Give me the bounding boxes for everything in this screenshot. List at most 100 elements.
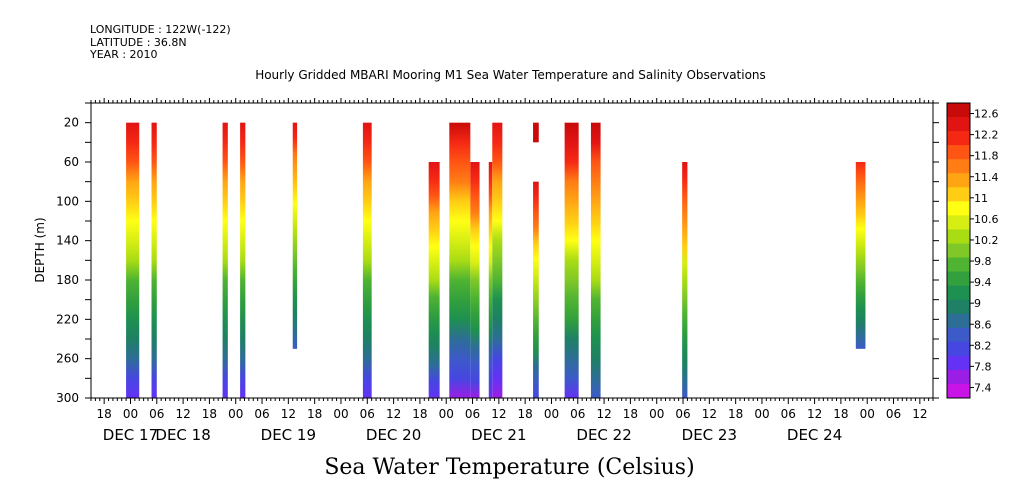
colorbar-swatch	[947, 355, 970, 371]
x-tick-label: 12	[175, 407, 190, 421]
y-tick-label: 260	[56, 352, 79, 366]
axes: 18 00 06 12 18 00 06 12 18 00 06 12 18 00 06 12 18 00 06 12…	[56, 98, 939, 444]
y-tick-label: 60	[64, 155, 79, 169]
temperature-bar	[151, 122, 157, 399]
year-label: YEAR : 2010	[90, 48, 158, 61]
colorbar-swatch	[947, 201, 970, 216]
colorbar-label: 11.4	[974, 171, 999, 184]
x-tick-label: 00	[439, 407, 454, 421]
x-tick-label: 00	[123, 407, 138, 421]
colorbar-label: 11.8	[974, 150, 999, 163]
temperature-bar	[362, 122, 372, 399]
temperature-bar	[222, 122, 228, 399]
y-tick-label: 220	[56, 312, 79, 326]
x-tick-label: 18	[412, 407, 427, 421]
colorbar-swatch	[947, 145, 970, 160]
temperature-bar	[126, 122, 140, 399]
colorbar-label: 10.6	[974, 213, 999, 226]
x-tick-label: 00	[754, 407, 769, 421]
colorbar-label: 7.4	[974, 381, 992, 394]
data-bars	[126, 122, 866, 399]
x-tick-label: 06	[570, 407, 585, 421]
plot-metadata: LONGITUDE : 122W(-122) LATITUDE : 36.8N …	[90, 23, 231, 62]
x-tick-label: 00	[544, 407, 559, 421]
colorbar-label: 8.6	[974, 318, 992, 331]
x-tick-label: 12	[491, 407, 506, 421]
x-tick-label: 12	[702, 407, 717, 421]
colorbar-swatch	[947, 187, 970, 202]
latitude-label: LATITUDE : 36.8N	[90, 35, 187, 49]
colorbar-swatch	[947, 117, 970, 132]
colorbar-swatch	[947, 159, 970, 174]
x-tick-label: 12	[281, 407, 296, 421]
y-tick-label: 20	[64, 116, 79, 130]
x-tick-label: 12	[912, 407, 927, 421]
colorbar-frame	[946, 102, 971, 399]
plot-frame	[90, 102, 934, 399]
colorbar-label: 9	[974, 297, 981, 310]
colorbar-swatch	[947, 257, 970, 273]
x-day-label: DEC 17	[103, 426, 158, 444]
x-tick-label: 06	[465, 407, 480, 421]
temperature-bar	[292, 122, 298, 349]
x-tick-label: 06	[360, 407, 375, 421]
colorbar-swatch	[947, 341, 970, 357]
x-tick-label: 18	[518, 407, 533, 421]
temperature-bar	[492, 122, 503, 399]
x-tick-label: 06	[254, 407, 269, 421]
colorbar: 12.6 12.2 11.8 11.4 11 10.6 10.2 9.8 9.4 9 8.6 8.2 7…	[946, 102, 999, 399]
temperature-bar	[449, 122, 471, 399]
temperature-bar	[533, 122, 539, 143]
x-day-label: DEC 21	[471, 426, 526, 444]
x-tick-label: 18	[623, 407, 638, 421]
colorbar-swatch	[947, 285, 970, 301]
colorbar-label: 8.2	[974, 339, 992, 352]
x-tick-label: 12	[596, 407, 611, 421]
temperature-bar	[564, 122, 579, 399]
x-tick-label: 18	[833, 407, 848, 421]
colorbar-swatch	[947, 131, 970, 146]
y-tick-label: 100	[56, 194, 79, 208]
colorbar-swatch	[947, 327, 970, 343]
colorbar-label: 9.8	[974, 255, 992, 268]
temperature-bar	[533, 181, 539, 398]
colorbar-swatch	[947, 103, 970, 118]
colorbar-swatch	[947, 299, 970, 315]
colorbar-label: 12.2	[974, 129, 999, 142]
colorbar-swatch	[947, 313, 970, 329]
x-tick-label: 12	[807, 407, 822, 421]
x-tick-label: 18	[728, 407, 743, 421]
temperature-bar	[682, 162, 688, 398]
y-tick-label: 180	[56, 273, 79, 287]
x-day-label: DEC 20	[366, 426, 421, 444]
x-day-label: DEC 22	[576, 426, 631, 444]
colorbar-label: 10.2	[974, 234, 999, 247]
x-tick-label: 18	[307, 407, 322, 421]
x-tick-label: 18	[202, 407, 217, 421]
x-tick-label: 00	[860, 407, 875, 421]
colorbar-swatch	[947, 229, 970, 244]
colorbar-label: 7.8	[974, 360, 992, 373]
x-day-label: DEC 24	[787, 426, 842, 444]
colorbar-swatch	[947, 383, 970, 399]
temperature-bar	[590, 122, 601, 399]
x-tick-label: 00	[228, 407, 243, 421]
x-tick-label: 18	[97, 407, 112, 421]
longitude-label: LONGITUDE : 122W(-122)	[90, 23, 231, 36]
x-day-label: DEC 23	[682, 426, 737, 444]
colorbar-swatch	[947, 243, 970, 259]
temperature-bar	[428, 162, 440, 398]
temperature-bar	[855, 162, 866, 349]
temperature-bar	[240, 122, 246, 399]
colorbar-label: 12.6	[974, 108, 999, 121]
x-day-label: DEC 19	[261, 426, 316, 444]
chart-title: Hourly Gridded MBARI Mooring M1 Sea Wate…	[255, 68, 766, 82]
y-tick-label: 140	[56, 234, 79, 248]
x-tick-label: 06	[886, 407, 901, 421]
colorbar-swatch	[947, 369, 970, 385]
y-tick-label: 300	[56, 391, 79, 405]
colorbar-swatch	[947, 271, 970, 287]
colorbar-swatch	[947, 215, 970, 230]
colorbar-label: 11	[974, 192, 988, 205]
